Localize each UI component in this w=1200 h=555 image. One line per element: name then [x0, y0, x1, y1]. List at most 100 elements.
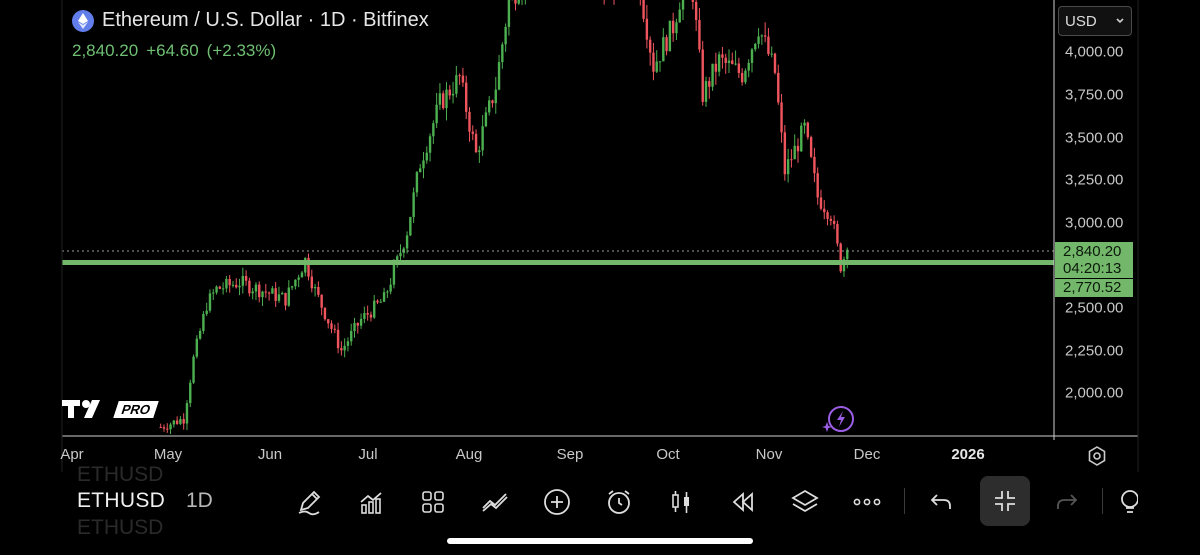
candle-body [504, 26, 507, 45]
layouts-grid-icon[interactable] [411, 480, 455, 524]
candle-body [419, 168, 422, 173]
x-tick-label: Jun [257, 446, 283, 463]
candle-body [465, 82, 468, 112]
candle-body [471, 131, 474, 134]
y-tick-label: 3,500.00 [1065, 129, 1124, 147]
candle-body [350, 331, 353, 342]
candle-body [422, 160, 425, 169]
candle-body [681, 0, 685, 10]
candle-body [455, 75, 458, 94]
candle-body [323, 307, 327, 320]
candle-body [159, 427, 162, 429]
toolbar-separator [1102, 488, 1103, 514]
symbol-title: Ethereum / U.S. Dollar · 1D · Bitfinex [102, 9, 429, 31]
candle-body [175, 420, 179, 424]
chart-header[interactable]: Ethereum / U.S. Dollar · 1D · Bitfinex [72, 9, 429, 32]
candle-body [264, 291, 268, 293]
candle-body [717, 54, 721, 72]
candle-body [277, 294, 281, 301]
candle-body [405, 235, 409, 249]
candle-body [675, 22, 678, 34]
currency-select[interactable]: USD [1058, 6, 1132, 36]
indicators-icon[interactable] [349, 480, 393, 524]
candle-body [461, 75, 465, 83]
candle-body [724, 57, 727, 63]
ethereum-icon [72, 9, 94, 32]
candle-body [343, 345, 346, 351]
candle-body [369, 314, 373, 318]
y-tick-label: 3,000.00 [1065, 214, 1124, 232]
ideas-lightbulb-icon[interactable] [1112, 480, 1138, 524]
add-plus-icon[interactable] [535, 480, 579, 524]
candle-body [294, 279, 297, 287]
candle-body [780, 102, 783, 133]
candle-body [806, 122, 810, 138]
candle-body [777, 72, 780, 103]
candle-body [819, 197, 823, 209]
candle-body [514, 0, 517, 4]
undo-icon[interactable] [919, 480, 963, 524]
candle-body [304, 257, 307, 273]
candle-body [671, 20, 675, 34]
candle-body [359, 318, 363, 326]
interval-picker[interactable]: 1D [186, 489, 213, 512]
ai-assistant-icon[interactable] [822, 405, 858, 440]
alarm-clock-icon[interactable] [597, 480, 641, 524]
x-tick-label: Sep [556, 446, 584, 463]
x-tick-label: May [153, 446, 183, 463]
pro-badge: PRO [113, 400, 159, 418]
more-options-icon[interactable] [845, 480, 889, 524]
candle-body [698, 20, 701, 50]
candle-body [231, 284, 235, 286]
candle-body [763, 35, 767, 37]
candle-body [162, 427, 166, 429]
candle-body [189, 382, 192, 404]
candle-body [438, 93, 442, 105]
drawing-pen-icon[interactable] [287, 480, 331, 524]
candle-body [655, 61, 658, 72]
candle-body [221, 288, 225, 290]
candle-body [274, 288, 277, 301]
candle-body [169, 424, 172, 430]
candle-body [645, 18, 649, 40]
candle-body [727, 60, 731, 63]
candle-body [803, 122, 806, 126]
replay-rewind-icon[interactable] [721, 480, 765, 524]
candle-body [235, 284, 238, 288]
currency-value: USD [1065, 12, 1097, 30]
candle-body [497, 62, 501, 90]
candle-body [662, 37, 665, 62]
candle-body [451, 93, 455, 96]
horizontal-level-line [62, 260, 1054, 265]
candle-body [271, 288, 274, 294]
candle-body [432, 123, 435, 137]
candle-body [809, 137, 813, 157]
candle-body [445, 89, 448, 109]
candle-body [796, 145, 800, 152]
collapse-fullscreen-icon[interactable] [980, 476, 1030, 526]
compare-lines-icon[interactable] [473, 480, 517, 524]
candle-body [740, 72, 744, 83]
chart-settings-icon[interactable] [1086, 445, 1108, 472]
redo-icon[interactable] [1045, 480, 1089, 524]
layers-icon[interactable] [783, 480, 827, 524]
candle-body [800, 125, 803, 152]
candle-body [287, 287, 291, 306]
candle-series [159, 0, 849, 435]
candle-body [832, 220, 836, 224]
candle-body [297, 277, 300, 280]
candle-body [481, 126, 484, 151]
tradingview-logo: PRO [62, 398, 159, 420]
candle-body [744, 70, 747, 83]
symbol-picker[interactable]: ETHUSD [77, 489, 166, 512]
candle-body [373, 300, 376, 318]
chart-type-candles-icon[interactable] [659, 480, 703, 524]
candle-body [192, 356, 195, 383]
y-tick-label: 2,500.00 [1065, 299, 1124, 317]
candle-body [786, 159, 790, 175]
candle-body [731, 60, 734, 64]
candle-body [701, 49, 704, 102]
x-tick-label: 2026 [951, 446, 985, 463]
last-price-value: 2,840.20 [1063, 243, 1122, 260]
